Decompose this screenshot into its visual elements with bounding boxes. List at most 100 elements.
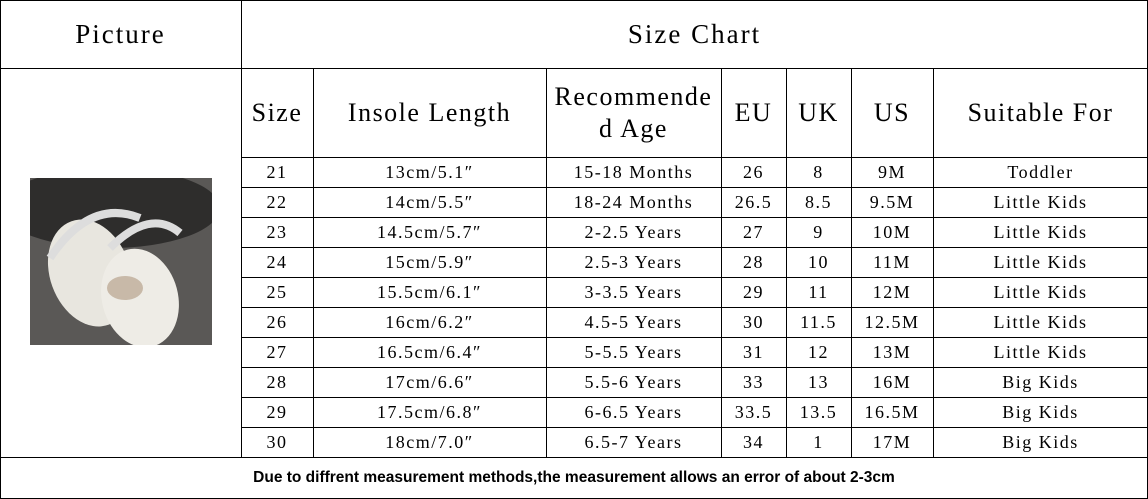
table-cell: 16cm/6.2″: [385, 311, 474, 332]
column-header: Insole Length: [347, 97, 512, 127]
table-cell: 14.5cm/5.7″: [377, 221, 482, 242]
table-cell: 26.5: [734, 191, 773, 212]
table-cell: 27: [743, 221, 764, 242]
table-cell: 5-5.5 Years: [584, 341, 683, 362]
table-cell: 12.5M: [864, 311, 920, 332]
column-header: US: [873, 97, 911, 127]
table-cell: 29: [743, 281, 764, 302]
table-cell: 9.5M: [869, 191, 915, 212]
table-cell: 17.5cm/6.8″: [377, 401, 482, 422]
table-cell: 13M: [872, 341, 912, 362]
table-cell: 30: [266, 431, 288, 452]
table-cell: 13: [808, 371, 829, 392]
table-cell: 9M: [877, 161, 906, 182]
rule: [241, 0, 242, 457]
table-cell: 2-2.5 Years: [584, 221, 683, 242]
table-cell: 3-3.5 Years: [584, 281, 683, 302]
table-cell: 6.5-7 Years: [584, 431, 683, 452]
column-header: EU: [734, 97, 773, 127]
rule: [721, 68, 722, 457]
rule: [546, 68, 547, 457]
table-cell: 18-24 Months: [573, 191, 694, 212]
table-cell: 2.5-3 Years: [584, 251, 683, 272]
table-cell: Big Kids: [1002, 371, 1079, 392]
chart-title: Size Chart: [627, 18, 762, 49]
table-cell: Little Kids: [993, 311, 1088, 332]
table-cell: 29: [266, 401, 288, 422]
table-cell: 15-18 Months: [573, 161, 694, 182]
table-cell: 21: [266, 161, 288, 182]
table-cell: 13cm/5.1″: [385, 161, 474, 182]
table-cell: 24: [266, 251, 288, 272]
table-cell: 11M: [873, 251, 911, 272]
table-cell: 28: [266, 371, 288, 392]
rule: [241, 247, 1148, 248]
table-cell: 16M: [872, 371, 912, 392]
rule: [851, 68, 852, 457]
table-cell: 9: [813, 221, 824, 242]
rule: [0, 0, 1148, 1]
rule: [313, 68, 314, 457]
rule: [933, 68, 934, 457]
table-cell: 15.5cm/6.1″: [377, 281, 482, 302]
table-cell: 11: [808, 281, 829, 302]
rule: [241, 277, 1148, 278]
rule: [786, 68, 787, 457]
rule: [241, 307, 1148, 308]
table-cell: Little Kids: [993, 251, 1088, 272]
table-cell: 33: [743, 371, 764, 392]
table-cell: 27: [266, 341, 288, 362]
table-cell: 4.5-5 Years: [584, 311, 683, 332]
rule: [241, 337, 1148, 338]
table-cell: Little Kids: [993, 341, 1088, 362]
table-cell: 14cm/5.5″: [385, 191, 474, 212]
rule: [241, 457, 1148, 458]
table-cell: Little Kids: [993, 281, 1088, 302]
table-cell: Big Kids: [1002, 431, 1079, 452]
table-cell: Little Kids: [993, 191, 1088, 212]
rule: [241, 157, 1148, 158]
table-cell: 22: [266, 191, 288, 212]
column-header: Suitable For: [967, 97, 1114, 127]
table-cell: 16.5cm/6.4″: [377, 341, 482, 362]
column-header: Recommended Age: [554, 81, 713, 143]
table-cell: 17cm/6.6″: [385, 371, 474, 392]
table-cell: 23: [266, 221, 288, 242]
rule: [241, 367, 1148, 368]
table-cell: 16.5M: [864, 401, 920, 422]
rule: [0, 0, 1, 499]
table-cell: 8: [813, 161, 824, 182]
table-cell: 10: [808, 251, 829, 272]
table-cell: 34: [743, 431, 764, 452]
table-cell: 18cm/7.0″: [385, 431, 474, 452]
column-header: UK: [798, 97, 839, 127]
table-cell: 8.5: [805, 191, 832, 212]
rule: [241, 427, 1148, 428]
footer-note: Due to diffrent measurement methods,the …: [253, 469, 895, 486]
table-cell: Big Kids: [1002, 401, 1079, 422]
rule: [241, 217, 1148, 218]
table-cell: 28: [743, 251, 764, 272]
rule: [0, 68, 1148, 69]
table-cell: 1: [813, 431, 824, 452]
table-cell: 5.5-6 Years: [584, 371, 683, 392]
table-cell: 31: [743, 341, 764, 362]
table-cell: 17M: [872, 431, 912, 452]
table-cell: 11.5: [800, 311, 837, 332]
table-cell: Little Kids: [993, 221, 1088, 242]
table-cell: 30: [743, 311, 764, 332]
table-cell: 6-6.5 Years: [584, 401, 683, 422]
rule: [241, 187, 1148, 188]
picture-label: Picture: [75, 18, 166, 49]
rule: [241, 397, 1148, 398]
table-cell: 13.5: [799, 401, 838, 422]
product-photo: [30, 178, 212, 345]
table-cell: 26: [266, 311, 288, 332]
table-cell: 25: [266, 281, 288, 302]
table-cell: 12: [808, 341, 829, 362]
table-cell: 15cm/5.9″: [385, 251, 474, 272]
column-header: Size: [251, 97, 303, 127]
table-cell: 12M: [872, 281, 912, 302]
table-cell: 10M: [872, 221, 912, 242]
table-cell: Toddler: [1007, 161, 1074, 182]
